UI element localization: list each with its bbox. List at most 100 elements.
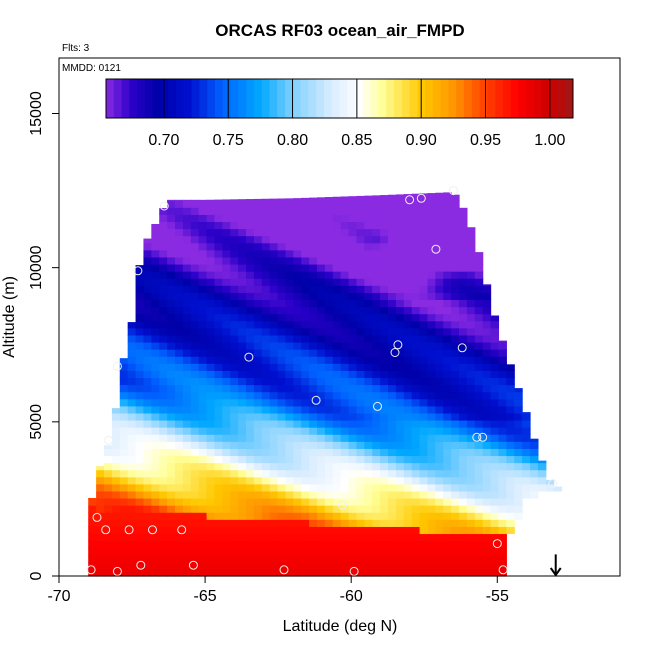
heatmap-cell	[427, 561, 436, 570]
heatmap-cell	[269, 327, 279, 336]
heatmap-cell	[403, 427, 413, 435]
heatmap-cell	[411, 214, 421, 223]
heatmap-cell	[277, 327, 287, 336]
heatmap-cell	[419, 554, 429, 563]
heatmap-cell	[451, 327, 460, 336]
heatmap-cell	[443, 398, 452, 407]
heatmap-cell	[309, 476, 318, 485]
heatmap-cell	[419, 441, 429, 449]
heatmap-cell	[222, 334, 231, 343]
heatmap-cell	[182, 327, 192, 336]
heatmap-cell	[285, 526, 294, 535]
heatmap-cell	[459, 313, 468, 322]
heatmap-cell	[435, 519, 444, 527]
heatmap-cell	[332, 263, 342, 272]
heatmap-cell	[372, 327, 381, 336]
heatmap-cell	[277, 363, 287, 371]
heatmap-cell	[411, 540, 421, 549]
heatmap-cell	[435, 235, 444, 244]
heatmap-cell	[380, 341, 389, 350]
heatmap-cell	[466, 412, 476, 421]
heatmap-cell	[253, 207, 263, 215]
heatmap-cell	[459, 228, 468, 237]
heatmap-cell	[159, 540, 168, 549]
heatmap-cell	[135, 292, 145, 301]
heatmap-cell	[403, 512, 413, 520]
heatmap-cell	[459, 242, 468, 251]
heatmap-cell	[403, 412, 413, 421]
colorbar-segment	[214, 79, 224, 118]
heatmap-cell	[356, 363, 365, 371]
heatmap-cell	[285, 235, 294, 244]
heatmap-cell	[246, 242, 255, 251]
colorbar-segment	[183, 79, 193, 118]
colorbar-segment	[331, 79, 340, 118]
heatmap-cell	[206, 391, 216, 400]
heatmap-cell	[143, 242, 152, 251]
heatmap-cell	[332, 384, 342, 393]
heatmap-cell	[411, 200, 421, 208]
heatmap-cell	[348, 341, 358, 350]
heatmap-cell	[143, 412, 152, 421]
heatmap-cell	[222, 349, 231, 357]
heatmap-cell	[301, 505, 310, 513]
heatmap-cell	[490, 377, 500, 386]
heatmap-cell	[403, 398, 413, 407]
heatmap-cell	[111, 512, 121, 520]
heatmap-cell	[261, 313, 271, 322]
heatmap-cell	[88, 533, 97, 542]
heatmap-cell	[348, 200, 358, 208]
heatmap-cell	[451, 497, 460, 506]
heatmap-cell	[388, 384, 397, 393]
heatmap-cell	[238, 384, 247, 393]
heatmap-cell	[151, 419, 160, 428]
colorbar-segment	[541, 79, 551, 118]
heatmap-cell	[198, 469, 208, 478]
heatmap-cell	[372, 519, 381, 527]
heatmap-cell	[530, 469, 539, 478]
heatmap-cell	[498, 419, 507, 428]
heatmap-cell	[198, 200, 208, 208]
heatmap-cell	[435, 547, 444, 556]
heatmap-cell	[277, 198, 287, 201]
heatmap-cell	[151, 547, 160, 556]
heatmap-cell	[427, 349, 436, 357]
heatmap-cell	[309, 313, 318, 322]
heatmap-cell	[143, 483, 152, 492]
heatmap-cell	[285, 341, 294, 350]
heatmap-cell	[230, 391, 239, 400]
heatmap-cell	[246, 519, 255, 527]
heatmap-cell	[143, 419, 152, 428]
heatmap-cell	[167, 285, 176, 293]
observation-point	[548, 479, 558, 488]
heatmap-cell	[175, 398, 184, 407]
heatmap-cell	[490, 540, 500, 549]
heatmap-cell	[356, 398, 365, 407]
heatmap-cell	[261, 207, 271, 215]
heatmap-cell	[285, 497, 294, 506]
heatmap-cell	[206, 199, 216, 201]
heatmap-cell	[490, 554, 500, 563]
heatmap-cell	[151, 441, 160, 449]
heatmap-cell	[395, 242, 405, 251]
heatmap-cell	[96, 561, 105, 570]
heatmap-cell	[332, 207, 342, 215]
heatmap-cell	[411, 299, 421, 308]
heatmap-cell	[238, 448, 247, 457]
heatmap-cell	[143, 469, 152, 478]
heatmap-cell	[427, 363, 436, 371]
heatmap-cell	[301, 561, 310, 570]
heatmap-cell	[474, 306, 484, 315]
heatmap-cell	[293, 483, 302, 492]
heatmap-cell	[466, 242, 476, 251]
colorbar-segment	[207, 79, 216, 118]
heatmap-cell	[443, 568, 452, 577]
heatmap-cell	[506, 370, 515, 379]
heatmap-cell	[104, 476, 113, 485]
heatmap-cell	[111, 419, 121, 428]
heatmap-cell	[348, 313, 358, 322]
heatmap-cell	[356, 490, 365, 499]
heatmap-cell	[324, 526, 334, 535]
heatmap-cell	[395, 533, 405, 542]
heatmap-cell	[135, 512, 145, 520]
